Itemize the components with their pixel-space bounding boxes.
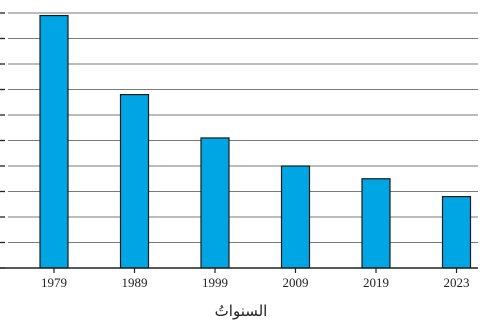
x-tick-label-2019: 2019 bbox=[363, 275, 389, 290]
bar-2009 bbox=[280, 165, 311, 269]
x-tick-labels: 1979 1989 1999 2009 2019 2023 bbox=[41, 275, 470, 290]
x-tick-label-2009: 2009 bbox=[283, 275, 309, 290]
bar-1989 bbox=[119, 93, 150, 269]
bars bbox=[39, 14, 472, 269]
x-tick-label-1999: 1999 bbox=[202, 275, 228, 290]
bar-1979 bbox=[39, 14, 69, 269]
bar-2019 bbox=[361, 178, 391, 269]
bar-2023 bbox=[441, 196, 472, 269]
x-tick-label-2023: 2023 bbox=[444, 275, 470, 290]
gridlines bbox=[8, 12, 478, 243]
x-tick-label-1979: 1979 bbox=[41, 275, 67, 290]
x-axis-title: السنواتُ bbox=[215, 302, 268, 320]
axes bbox=[0, 12, 478, 273]
x-tick-label-1989: 1989 bbox=[122, 275, 148, 290]
bar-1999 bbox=[200, 137, 230, 269]
